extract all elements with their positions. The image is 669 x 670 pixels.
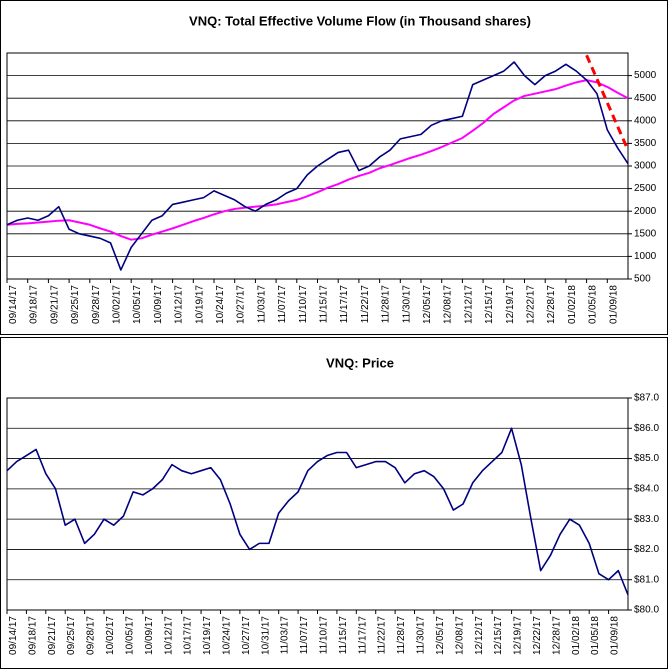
x-tick-label: 01/05/18 — [588, 285, 599, 324]
x-tick-label: 11/22/17 — [377, 616, 388, 655]
x-tick-label: 12/28/17 — [546, 285, 557, 324]
y-tick-label: $83.0 — [634, 514, 659, 525]
x-tick-label: 09/21/17 — [47, 616, 58, 655]
y-tick-label: $81.0 — [634, 574, 659, 585]
chart-title: VNQ: Total Effective Volume Flow (in Tho… — [189, 13, 531, 28]
x-tick-label: 10/27/17 — [241, 616, 252, 655]
y-tick-label: $82.0 — [634, 544, 659, 555]
x-tick-label: 10/27/17 — [236, 285, 247, 324]
y-tick-label: $87.0 — [634, 393, 659, 404]
x-tick-label: 09/28/17 — [86, 616, 97, 655]
x-tick-label: 11/22/17 — [360, 285, 371, 324]
y-tick-label: 3000 — [634, 161, 657, 172]
x-tick-label: 12/15/17 — [484, 285, 495, 324]
plot-area — [6, 397, 629, 611]
x-tick-label: 11/17/17 — [339, 285, 350, 324]
x-tick-label: 10/19/17 — [202, 616, 213, 655]
x-tick-label: 09/14/17 — [8, 616, 19, 655]
x-tick-label: 10/24/17 — [215, 285, 226, 324]
x-tick-label: 12/15/17 — [493, 616, 504, 655]
x-tick-label: 12/22/17 — [532, 616, 543, 655]
x-tick-label: 11/15/17 — [319, 285, 330, 324]
x-tick-label: 10/09/17 — [153, 285, 164, 324]
x-tick-label: 11/07/17 — [277, 285, 288, 324]
y-tick-label: 500 — [634, 274, 651, 285]
y-tick-label: $80.0 — [634, 605, 659, 616]
y-tick-label: 1000 — [634, 251, 657, 262]
y-tick-label: 2500 — [634, 183, 657, 194]
x-tick-label: 10/05/17 — [132, 285, 143, 324]
x-tick-label: 09/18/17 — [29, 285, 40, 324]
x-tick-label: 11/03/17 — [280, 616, 291, 655]
series-line — [6, 427, 629, 596]
x-tick-label: 01/09/18 — [610, 616, 621, 655]
x-tick-label: 10/02/17 — [112, 285, 123, 324]
x-tick-label: 11/28/17 — [396, 616, 407, 655]
series-line — [6, 79, 629, 241]
x-tick-label: 11/30/17 — [416, 616, 427, 655]
x-tick-label: 12/19/17 — [505, 285, 516, 324]
x-tick-label: 09/25/17 — [70, 285, 81, 324]
x-tick-label: 11/28/17 — [381, 285, 392, 324]
y-tick-label: 4500 — [634, 93, 657, 104]
x-tick-label: 11/07/17 — [299, 616, 310, 655]
x-tick-label: 12/22/17 — [526, 285, 537, 324]
x-tick-label: 10/31/17 — [260, 616, 271, 655]
x-tick-label: 10/05/17 — [124, 616, 135, 655]
x-tick-label: 10/19/17 — [194, 285, 205, 324]
x-tick-label: 01/05/18 — [590, 616, 601, 655]
x-tick-label: 12/05/17 — [435, 616, 446, 655]
x-tick-label: 12/19/17 — [513, 616, 524, 655]
series-line — [6, 61, 629, 271]
y-tick-label: $86.0 — [634, 423, 659, 434]
chart-title: VNQ: Price — [326, 355, 394, 370]
x-tick-label: 11/10/17 — [319, 616, 330, 655]
x-tick-label: 11/30/17 — [401, 285, 412, 324]
x-tick-label: 01/02/18 — [567, 285, 578, 324]
x-tick-label: 09/25/17 — [66, 616, 77, 655]
y-tick-label: $85.0 — [634, 453, 659, 464]
x-tick-label: 10/24/17 — [221, 616, 232, 655]
x-tick-label: 12/08/17 — [443, 285, 454, 324]
x-tick-label: 09/21/17 — [49, 285, 60, 324]
x-tick-label: 12/05/17 — [422, 285, 433, 324]
y-tick-label: $84.0 — [634, 483, 659, 494]
x-tick-label: 09/28/17 — [91, 285, 102, 324]
x-tick-label: 01/09/18 — [608, 285, 619, 324]
y-tick-label: 2000 — [634, 206, 657, 217]
x-tick-label: 12/28/17 — [551, 616, 562, 655]
y-tick-label: 5000 — [634, 70, 657, 81]
y-tick-label: 3500 — [634, 138, 657, 149]
x-tick-label: 11/10/17 — [298, 285, 309, 324]
x-tick-label: 12/08/17 — [454, 616, 465, 655]
x-tick-label: 01/02/18 — [571, 616, 582, 655]
x-tick-label: 11/03/17 — [256, 285, 267, 324]
x-tick-label: 10/12/17 — [163, 616, 174, 655]
y-tick-label: 1500 — [634, 228, 657, 239]
x-tick-label: 09/14/17 — [8, 285, 19, 324]
x-tick-label: 10/02/17 — [105, 616, 116, 655]
x-tick-label: 09/18/17 — [27, 616, 38, 655]
y-tick-label: 4000 — [634, 115, 657, 126]
series-line — [585, 54, 630, 151]
x-tick-label: 11/17/17 — [357, 616, 368, 655]
x-tick-label: 11/15/17 — [338, 616, 349, 655]
x-tick-label: 10/12/17 — [174, 285, 185, 324]
x-tick-label: 10/17/17 — [183, 616, 194, 655]
x-tick-label: 12/12/17 — [463, 285, 474, 324]
x-tick-label: 12/12/17 — [474, 616, 485, 655]
x-tick-label: 10/09/17 — [144, 616, 155, 655]
